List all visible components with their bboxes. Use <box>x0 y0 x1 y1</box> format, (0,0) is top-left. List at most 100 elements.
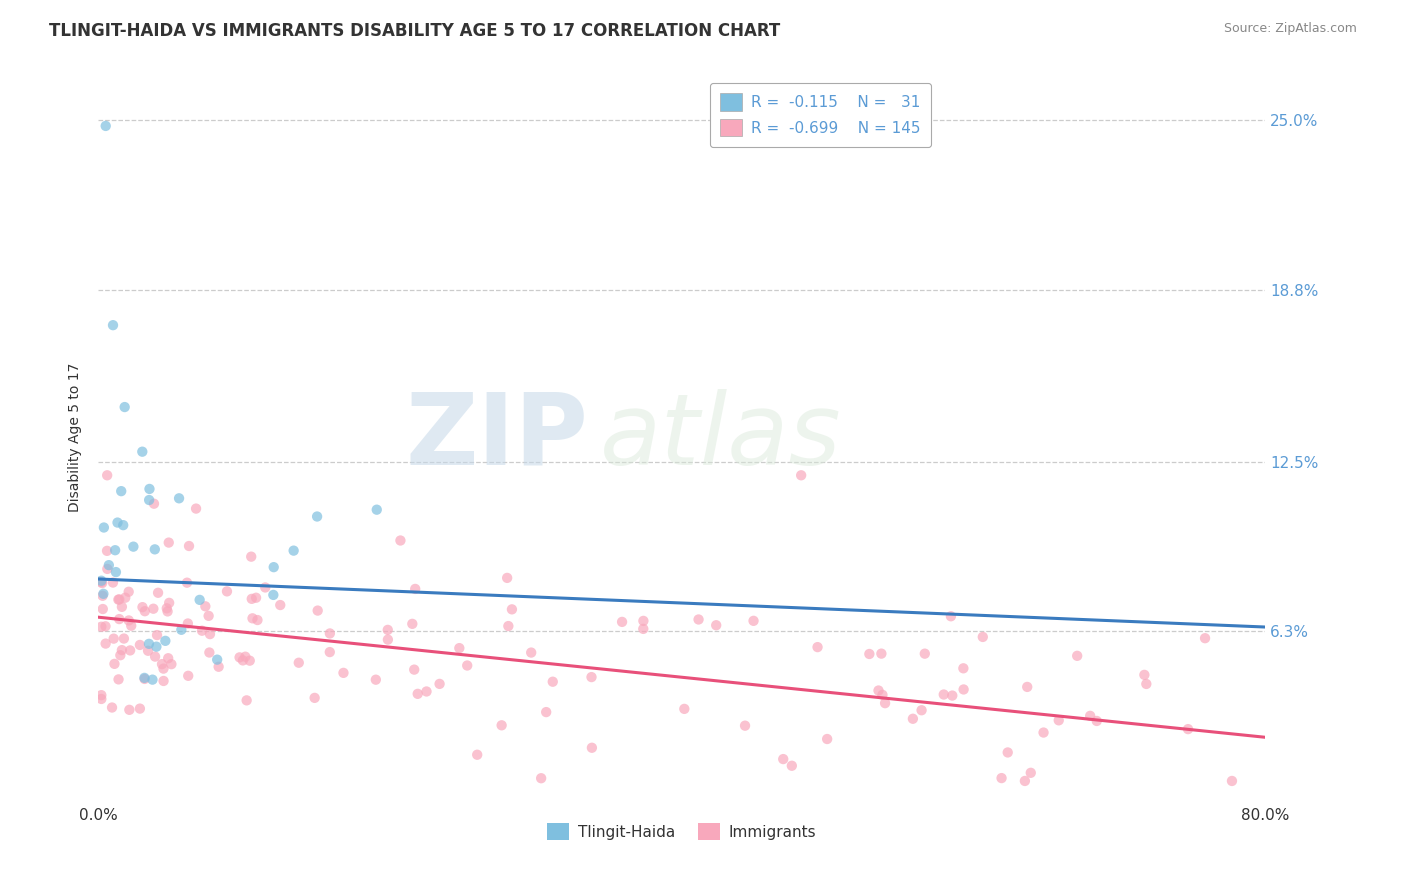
Point <box>901 712 924 726</box>
Point <box>633 614 655 628</box>
Point <box>496 571 519 585</box>
Point <box>491 718 513 732</box>
Point <box>263 560 285 574</box>
Point <box>242 611 264 625</box>
Point <box>143 542 166 557</box>
Point <box>207 659 229 673</box>
Point <box>101 575 124 590</box>
Point <box>96 562 118 576</box>
Point <box>90 574 112 588</box>
Point <box>120 643 142 657</box>
Point <box>114 400 136 414</box>
Point <box>815 731 838 746</box>
Point <box>96 544 118 558</box>
Point <box>228 650 250 665</box>
Point <box>177 616 200 631</box>
Point <box>107 516 129 530</box>
Point <box>112 632 135 646</box>
Point <box>104 543 127 558</box>
Point <box>138 637 160 651</box>
Point <box>465 747 488 762</box>
Point <box>734 719 756 733</box>
Point <box>146 586 169 600</box>
Point <box>806 640 828 654</box>
Point <box>1078 709 1101 723</box>
Point <box>110 648 132 663</box>
Point <box>932 688 955 702</box>
Point <box>90 688 112 702</box>
Point <box>118 614 141 628</box>
Point <box>155 633 177 648</box>
Point <box>90 692 112 706</box>
Point <box>941 689 963 703</box>
Point <box>1177 722 1199 736</box>
Point <box>501 602 523 616</box>
Point <box>498 619 520 633</box>
Point <box>530 771 553 785</box>
Point <box>232 653 254 667</box>
Point <box>952 661 974 675</box>
Point <box>319 645 342 659</box>
Point <box>239 654 262 668</box>
Point <box>205 653 228 667</box>
Point <box>520 646 543 660</box>
Point <box>138 482 160 496</box>
Point <box>143 497 166 511</box>
Point <box>167 491 190 506</box>
Point <box>184 501 207 516</box>
Point <box>112 518 135 533</box>
Point <box>145 640 167 654</box>
Point <box>197 608 219 623</box>
Point <box>198 627 221 641</box>
Point <box>152 662 174 676</box>
Text: TLINGIT-HAIDA VS IMMIGRANTS DISABILITY AGE 5 TO 17 CORRELATION CHART: TLINGIT-HAIDA VS IMMIGRANTS DISABILITY A… <box>49 22 780 40</box>
Point <box>90 575 112 590</box>
Point <box>404 582 426 596</box>
Point <box>262 588 284 602</box>
Point <box>1066 648 1088 663</box>
Point <box>191 624 214 638</box>
Point <box>142 601 165 615</box>
Point <box>304 690 326 705</box>
Point <box>160 657 183 672</box>
Point <box>114 591 136 605</box>
Point <box>581 670 603 684</box>
Point <box>246 613 269 627</box>
Point <box>1014 774 1036 789</box>
Text: ZIP: ZIP <box>406 389 589 485</box>
Point <box>134 672 156 686</box>
Point <box>143 649 166 664</box>
Point <box>245 591 267 605</box>
Point <box>152 673 174 688</box>
Point <box>107 673 129 687</box>
Point <box>401 616 423 631</box>
Point <box>131 444 153 458</box>
Legend: Tlingit-Haida, Immigrants: Tlingit-Haida, Immigrants <box>541 816 823 847</box>
Point <box>1032 725 1054 739</box>
Point <box>307 604 329 618</box>
Point <box>91 589 114 603</box>
Point <box>111 643 134 657</box>
Text: atlas: atlas <box>600 389 842 485</box>
Point <box>96 468 118 483</box>
Point <box>122 540 145 554</box>
Point <box>997 746 1019 760</box>
Point <box>176 575 198 590</box>
Point <box>215 584 238 599</box>
Point <box>156 601 179 615</box>
Point <box>170 623 193 637</box>
Point <box>449 641 471 656</box>
Point <box>111 599 134 614</box>
Point <box>157 535 180 549</box>
Point <box>146 628 169 642</box>
Point <box>93 587 115 601</box>
Point <box>91 602 114 616</box>
Point <box>1085 714 1108 728</box>
Point <box>541 674 564 689</box>
Point <box>364 673 387 687</box>
Point <box>1019 765 1042 780</box>
Point <box>93 520 115 534</box>
Point <box>103 632 125 646</box>
Point <box>1047 714 1070 728</box>
Point <box>128 638 150 652</box>
